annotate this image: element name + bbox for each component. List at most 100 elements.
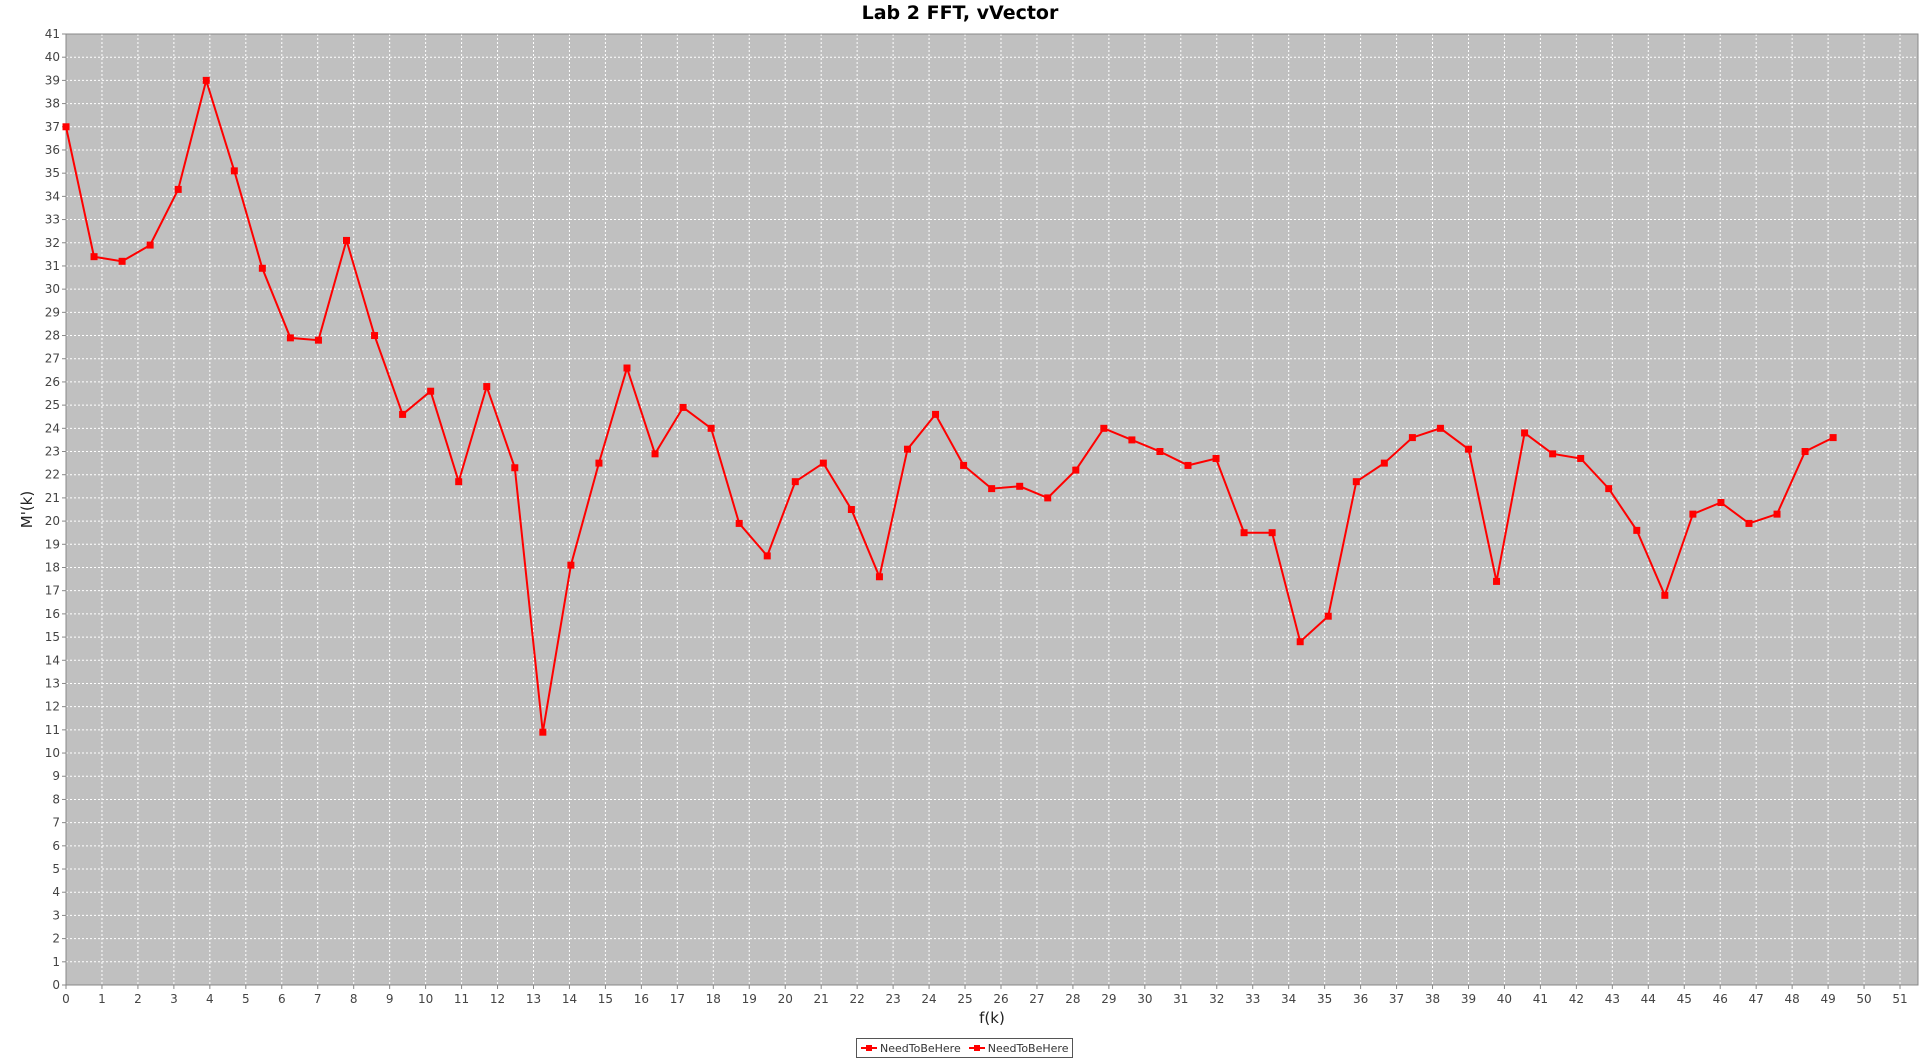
data-point (847, 506, 855, 513)
x-tick-label: 12 (490, 992, 505, 1006)
x-tick-label: 36 (1353, 992, 1368, 1006)
x-tick-label: 26 (993, 992, 1008, 1006)
y-tick-label: 33 (45, 213, 60, 227)
x-tick-label: 43 (1605, 992, 1620, 1006)
x-tick-label: 28 (1065, 992, 1080, 1006)
data-point (1493, 577, 1501, 585)
x-tick-label: 19 (742, 992, 757, 1006)
y-tick-label: 38 (45, 97, 60, 111)
plot-area (66, 34, 1918, 985)
y-tick-label: 36 (45, 143, 60, 157)
data-point (1268, 529, 1276, 537)
data-point (286, 334, 294, 342)
data-point (1212, 454, 1220, 462)
x-tick-label: 2 (134, 992, 142, 1006)
x-tick-label: 16 (634, 992, 649, 1006)
x-tick-label: 18 (706, 992, 721, 1006)
x-tick-label: 10 (418, 992, 433, 1006)
data-point (118, 257, 126, 265)
data-point (903, 445, 911, 453)
data-point (90, 253, 98, 261)
y-ticks: 0123456789101112131415161718192021222324… (45, 27, 66, 992)
data-point (483, 383, 491, 391)
plot-border (65, 33, 1919, 986)
x-axis-label: f(k) (979, 1009, 1005, 1027)
data-point (1016, 482, 1024, 490)
data-point (1829, 434, 1837, 442)
data-point (1380, 459, 1388, 467)
x-tick-label: 15 (598, 992, 613, 1006)
x-tick-label: 5 (242, 992, 250, 1006)
x-tick-label: 33 (1245, 992, 1260, 1006)
axes (65, 33, 1919, 986)
data-point (314, 336, 322, 344)
y-tick-label: 2 (52, 932, 60, 946)
data-point (707, 424, 715, 432)
data-point (1521, 429, 1529, 437)
data-point (960, 461, 968, 469)
x-tick-label: 24 (921, 992, 936, 1006)
data-point (399, 410, 407, 418)
legend-item: NeedToBeHere (968, 1042, 1068, 1055)
y-tick-label: 18 (45, 560, 60, 574)
data-point (1549, 450, 1557, 458)
data-point (1745, 519, 1753, 527)
x-tick-label: 47 (1749, 992, 1764, 1006)
y-axis-label: M'(k) (18, 491, 36, 528)
x-ticks: 0 1 2 3 4 5 6 7 8 9 10 11 12 13 14 15 16 17 18 19 20 21 22 23 24… (62, 985, 1908, 1006)
data-point (1408, 434, 1416, 442)
data-point (539, 728, 547, 736)
data-point (62, 123, 70, 131)
y-tick-label: 7 (52, 816, 60, 830)
data-point (1577, 454, 1585, 462)
x-tick-label: 45 (1677, 992, 1692, 1006)
data-point (1352, 478, 1360, 486)
x-tick-label: 34 (1281, 992, 1296, 1006)
x-tick-label: 7 (314, 992, 322, 1006)
data-point (1128, 436, 1136, 444)
data-point (1184, 461, 1192, 469)
x-tick-label: 41 (1533, 992, 1548, 1006)
data-point (1436, 424, 1444, 432)
y-tick-label: 10 (45, 746, 60, 760)
data-point (819, 459, 827, 467)
legend: NeedToBeHere NeedToBeHere (856, 1038, 1074, 1058)
x-tick-label: 49 (1820, 992, 1835, 1006)
data-point (1156, 448, 1164, 456)
y-tick-label: 15 (45, 630, 60, 644)
y-tick-label: 19 (45, 537, 60, 551)
y-tick-label: 5 (52, 862, 60, 876)
y-tick-label: 8 (52, 792, 60, 806)
data-point (1773, 510, 1781, 518)
data-point (595, 459, 603, 467)
x-tick-label: 39 (1461, 992, 1476, 1006)
data-point (735, 519, 743, 527)
x-tick-label: 50 (1856, 992, 1871, 1006)
y-tick-label: 34 (45, 189, 60, 203)
y-tick-label: 29 (45, 305, 60, 319)
data-point (146, 241, 154, 249)
data-point (1296, 638, 1304, 646)
y-tick-label: 32 (45, 236, 60, 250)
data-point (342, 236, 350, 244)
x-tick-label: 38 (1425, 992, 1440, 1006)
data-point (230, 167, 238, 175)
y-tick-label: 0 (52, 978, 60, 992)
data-point (371, 332, 379, 340)
y-tick-label: 13 (45, 676, 60, 690)
x-tick-label: 21 (814, 992, 829, 1006)
y-tick-label: 9 (52, 769, 60, 783)
x-tick-label: 14 (562, 992, 577, 1006)
y-tick-label: 21 (45, 491, 60, 505)
data-point (1044, 494, 1052, 502)
x-tick-label: 48 (1784, 992, 1799, 1006)
data-point (1324, 612, 1332, 620)
x-tick-label: 25 (957, 992, 972, 1006)
data-point (1100, 424, 1108, 432)
data-point (763, 552, 771, 560)
y-tick-label: 14 (45, 653, 60, 667)
data-point (679, 403, 687, 411)
x-tick-label: 44 (1641, 992, 1656, 1006)
y-tick-label: 12 (45, 700, 60, 714)
